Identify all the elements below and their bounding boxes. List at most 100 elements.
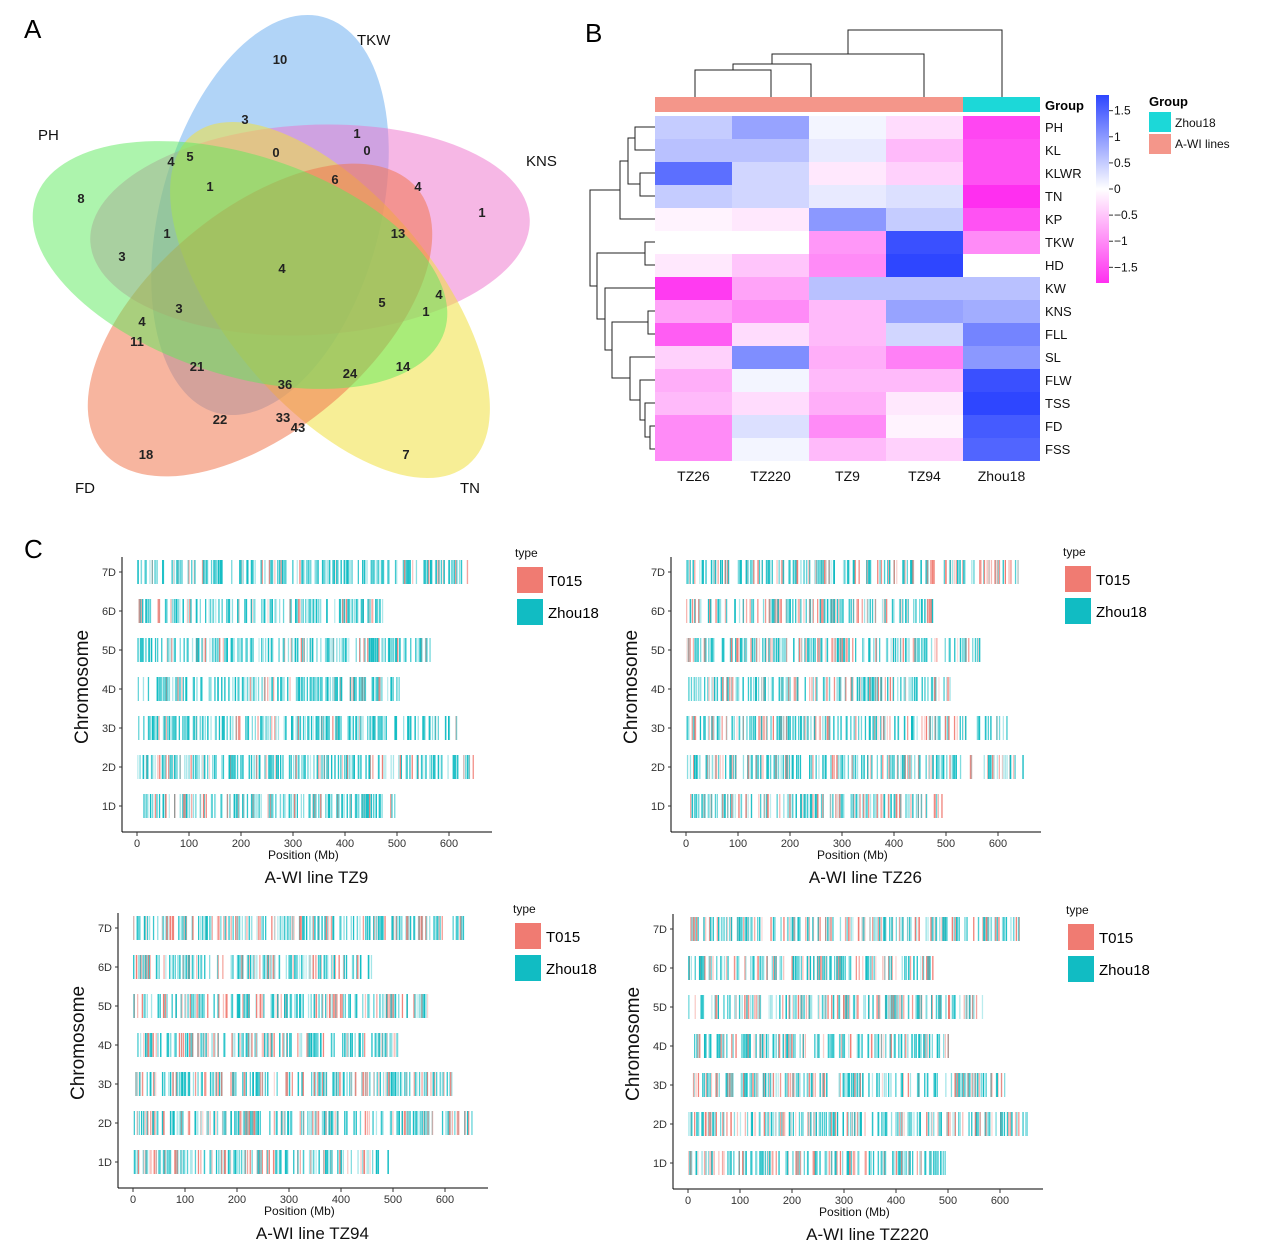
marker-zhou18 bbox=[998, 716, 1001, 740]
marker-zhou18 bbox=[767, 560, 769, 584]
marker-t015 bbox=[825, 956, 827, 980]
marker-zhou18 bbox=[734, 599, 736, 623]
marker-t015 bbox=[273, 1072, 275, 1096]
marker-zhou18 bbox=[772, 599, 774, 623]
marker-zhou18 bbox=[228, 599, 231, 623]
marker-t015 bbox=[716, 1073, 718, 1097]
marker-t015 bbox=[369, 794, 371, 818]
marker-zhou18 bbox=[793, 995, 795, 1019]
marker-zhou18 bbox=[340, 716, 342, 740]
venn-diagram bbox=[32, 14, 530, 478]
marker-zhou18 bbox=[415, 755, 418, 779]
marker-zhou18 bbox=[911, 1034, 913, 1058]
marker-zhou18 bbox=[145, 599, 147, 623]
marker-t015 bbox=[244, 1072, 246, 1096]
marker-zhou18 bbox=[258, 1150, 260, 1174]
marker-t015 bbox=[162, 1111, 164, 1135]
marker-t015 bbox=[259, 1072, 261, 1096]
marker-zhou18 bbox=[215, 599, 217, 623]
chromosome-label: 1D bbox=[651, 801, 665, 813]
marker-zhou18 bbox=[437, 755, 439, 779]
marker-zhou18 bbox=[284, 994, 286, 1018]
marker-zhou18 bbox=[889, 560, 891, 584]
marker-zhou18 bbox=[466, 1111, 469, 1135]
marker-t015 bbox=[207, 1111, 209, 1135]
marker-t015 bbox=[730, 677, 732, 701]
marker-zhou18 bbox=[332, 638, 334, 662]
marker-zhou18 bbox=[908, 917, 911, 941]
marker-zhou18 bbox=[936, 755, 938, 779]
marker-zhou18 bbox=[392, 916, 394, 940]
marker-zhou18 bbox=[201, 755, 203, 779]
marker-zhou18 bbox=[300, 1033, 303, 1057]
marker-t015 bbox=[879, 995, 881, 1019]
x-tick-label: 200 bbox=[783, 1195, 801, 1207]
marker-zhou18 bbox=[869, 956, 871, 980]
marker-zhou18 bbox=[367, 599, 369, 623]
heatmap-cell bbox=[809, 208, 886, 231]
marker-zhou18 bbox=[382, 916, 384, 940]
marker-zhou18 bbox=[307, 599, 309, 623]
marker-zhou18 bbox=[842, 794, 844, 818]
heatmap-group-cell bbox=[886, 97, 963, 112]
marker-zhou18 bbox=[705, 755, 707, 779]
marker-zhou18 bbox=[264, 1072, 266, 1096]
marker-t015 bbox=[151, 1111, 154, 1135]
marker-t015 bbox=[990, 560, 993, 584]
marker-zhou18 bbox=[195, 716, 198, 740]
marker-t015 bbox=[758, 995, 761, 1019]
marker-zhou18 bbox=[139, 955, 141, 979]
marker-zhou18 bbox=[253, 794, 255, 818]
marker-t015 bbox=[211, 1150, 213, 1174]
marker-zhou18 bbox=[797, 755, 800, 779]
marker-zhou18 bbox=[297, 755, 299, 779]
marker-zhou18 bbox=[321, 916, 323, 940]
marker-zhou18 bbox=[867, 677, 870, 701]
marker-zhou18 bbox=[391, 638, 393, 662]
marker-t015 bbox=[175, 1072, 177, 1096]
marker-zhou18 bbox=[270, 955, 273, 979]
marker-zhou18 bbox=[179, 677, 181, 701]
marker-zhou18 bbox=[231, 599, 234, 623]
marker-zhou18 bbox=[326, 599, 328, 623]
marker-zhou18 bbox=[224, 1111, 226, 1135]
marker-t015 bbox=[208, 755, 211, 779]
marker-zhou18 bbox=[214, 1033, 216, 1057]
marker-t015 bbox=[949, 755, 951, 779]
marker-zhou18 bbox=[364, 916, 367, 940]
marker-zhou18 bbox=[738, 716, 740, 740]
marker-zhou18 bbox=[824, 755, 826, 779]
marker-zhou18 bbox=[708, 794, 710, 818]
marker-zhou18 bbox=[337, 1111, 339, 1135]
marker-zhou18 bbox=[332, 560, 334, 584]
marker-zhou18 bbox=[350, 716, 352, 740]
marker-t015 bbox=[862, 956, 864, 980]
marker-zhou18 bbox=[852, 599, 855, 623]
marker-zhou18 bbox=[772, 1034, 774, 1058]
marker-t015 bbox=[426, 1072, 429, 1096]
marker-zhou18 bbox=[197, 638, 199, 662]
marker-t015 bbox=[256, 1150, 259, 1174]
marker-zhou18 bbox=[184, 755, 186, 779]
marker-zhou18 bbox=[785, 1034, 787, 1058]
marker-zhou18 bbox=[373, 916, 375, 940]
marker-zhou18 bbox=[269, 755, 271, 779]
heatmap-cell bbox=[963, 346, 1040, 369]
marker-zhou18 bbox=[850, 1073, 853, 1097]
marker-zhou18 bbox=[393, 638, 395, 662]
marker-zhou18 bbox=[919, 599, 921, 623]
heatmap-column-label: TZ94 bbox=[908, 468, 941, 484]
marker-t015 bbox=[312, 1111, 314, 1135]
marker-zhou18 bbox=[964, 995, 967, 1019]
marker-zhou18 bbox=[162, 794, 164, 818]
chromosome-label: 5D bbox=[653, 1002, 667, 1014]
marker-t015 bbox=[265, 755, 268, 779]
marker-t015 bbox=[299, 1150, 301, 1174]
marker-zhou18 bbox=[280, 677, 282, 701]
marker-zhou18 bbox=[168, 1072, 170, 1096]
marker-zhou18 bbox=[204, 916, 206, 940]
marker-zhou18 bbox=[761, 560, 763, 584]
marker-zhou18 bbox=[721, 917, 723, 941]
marker-t015 bbox=[225, 916, 228, 940]
marker-zhou18 bbox=[889, 1034, 891, 1058]
